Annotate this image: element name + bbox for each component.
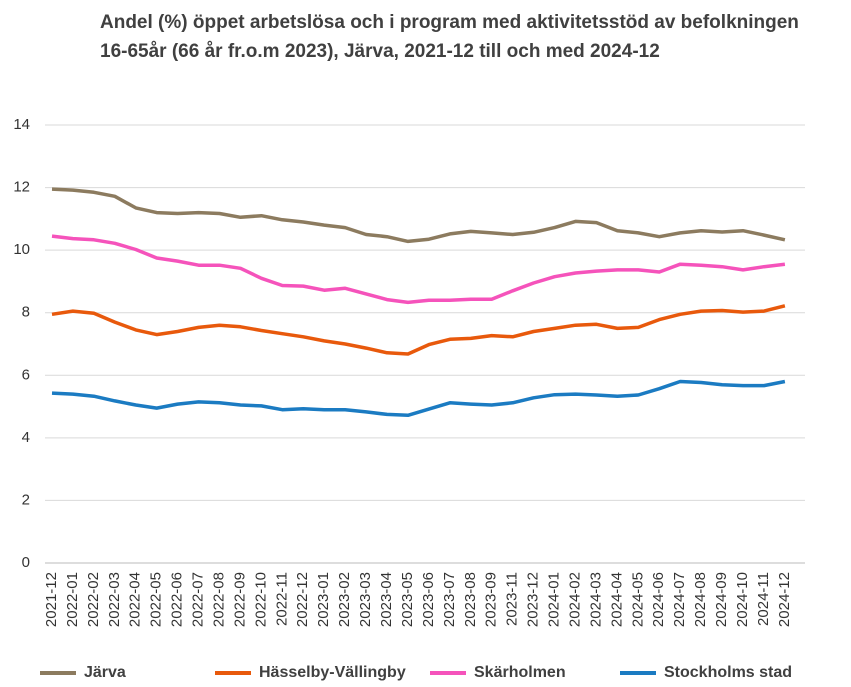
x-tick-label: 2022-01	[64, 572, 81, 627]
x-tick-label: 2024-10	[734, 572, 751, 627]
x-tick-label: 2023-07	[441, 572, 458, 627]
y-tick-label: 2	[22, 491, 30, 508]
x-tick-label: 2024-07	[671, 572, 688, 627]
chart-title: Andel (%) öppet arbetslösa och i program…	[100, 12, 799, 62]
x-tick-label: 2022-09	[231, 572, 248, 627]
x-tick-label: 2022-06	[169, 572, 186, 627]
line	[51, 234, 786, 305]
x-tick-label: 2024-12	[776, 572, 793, 627]
y-tick-label: 14	[13, 116, 30, 133]
x-tick-label: 2022-05	[148, 572, 165, 627]
x-tick-label: 2022-03	[106, 572, 123, 627]
x-tick-label: 2023-06	[420, 572, 437, 627]
y-tick-label: 10	[13, 241, 30, 258]
x-tick-label: 2024-09	[713, 572, 730, 627]
line	[51, 304, 786, 356]
y-tick-label: 4	[22, 429, 30, 446]
x-tick-label: 2022-02	[85, 572, 102, 627]
x-tick-label: 2023-01	[315, 572, 332, 627]
x-tick-label: 2023-11	[504, 572, 521, 626]
line	[51, 379, 786, 418]
x-tick-label: 2023-09	[483, 572, 500, 627]
x-tick-label: 2023-03	[357, 572, 374, 627]
x-tick-label: 2024-02	[566, 572, 583, 627]
y-tick-label: 0	[22, 554, 30, 571]
y-tick-label: 8	[22, 304, 30, 321]
x-tick-label: 2024-03	[587, 572, 604, 627]
y-tick-label: 12	[13, 179, 30, 196]
x-tick-label: 2022-07	[190, 572, 207, 627]
x-tick-label: 2023-05	[399, 572, 416, 627]
x-tick-label: 2023-02	[336, 572, 353, 627]
x-tick-label: 2022-11	[273, 572, 290, 626]
x-tick-label: 2023-08	[462, 572, 479, 627]
x-tick-label: 2021-12	[43, 572, 60, 627]
x-tick-label: 2024-08	[692, 572, 709, 627]
x-tick-label: 2022-12	[294, 572, 311, 627]
x-tick-label: 2024-05	[629, 572, 646, 627]
x-tick-label: 2024-04	[608, 572, 625, 627]
line	[51, 187, 786, 244]
legend-label: Hässelby-Vällingby	[259, 664, 406, 681]
y-tick-label: 6	[22, 366, 30, 383]
x-tick-label: 2024-06	[650, 572, 667, 627]
x-tick-label: 2024-11	[755, 572, 772, 626]
x-tick-label: 2023-12	[525, 572, 542, 627]
x-tick-label: 2022-04	[127, 572, 144, 627]
x-tick-label: 2022-08	[210, 572, 227, 627]
legend-label: Järva	[84, 664, 126, 681]
x-tick-label: 2024-01	[546, 572, 563, 627]
legend-label: Skärholmen	[474, 664, 566, 681]
x-tick-label: 2022-10	[252, 572, 269, 627]
legend-label: Stockholms stad	[664, 664, 792, 681]
x-tick-label: 2023-04	[378, 572, 395, 627]
